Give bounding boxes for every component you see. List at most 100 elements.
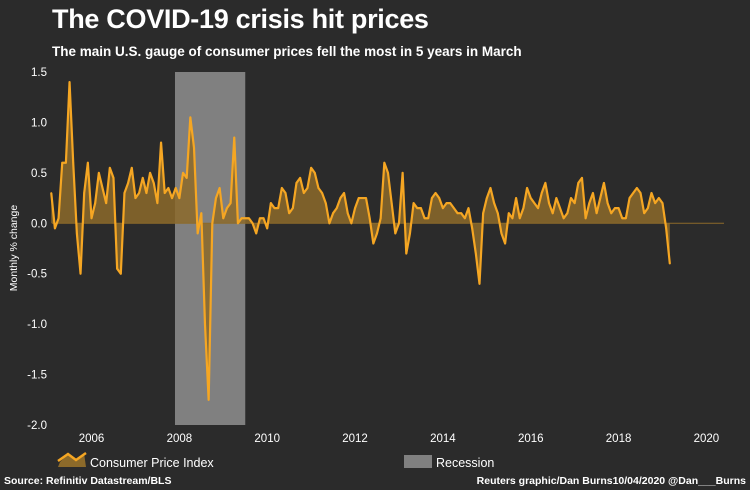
cpi-data-point <box>324 202 327 205</box>
cpi-data-point <box>229 202 232 205</box>
cpi-data-point <box>665 227 668 230</box>
cpi-data-point <box>328 222 331 225</box>
x-axis: 2006 2008 2010 2012 2014 2016 2018 2020 <box>79 433 719 445</box>
y-tick-label: -0.5 <box>27 269 47 281</box>
cpi-data-point <box>339 197 342 199</box>
cpi-data-point <box>266 227 269 230</box>
cpi-data-point <box>244 217 247 220</box>
cpi-data-point <box>540 192 543 194</box>
cpi-data-point <box>248 217 250 220</box>
cpi-data-point <box>398 222 400 225</box>
cpi-data-point <box>507 212 510 215</box>
legend-label-recession: Recession <box>436 456 494 470</box>
legend-swatch-recession <box>404 455 432 468</box>
cpi-data-point <box>361 197 364 199</box>
cpi-data-point <box>478 282 481 285</box>
cpi-data-point <box>482 212 485 215</box>
cpi-data-point <box>544 182 547 184</box>
cpi-data-point <box>431 197 433 199</box>
cpi-data-point <box>438 197 441 199</box>
cpi-data-point <box>145 192 148 194</box>
cpi-data-point <box>592 192 594 194</box>
x-tick-label: 2008 <box>167 433 193 445</box>
cpi-data-point <box>284 192 287 194</box>
cpi-data-point <box>61 161 64 164</box>
cpi-data-point <box>200 212 203 215</box>
cpi-data-point <box>394 232 397 235</box>
cpi-data-point <box>90 217 93 220</box>
cpi-data-point <box>354 207 356 210</box>
cpi-data-point <box>215 197 217 199</box>
x-tick-label: 2020 <box>694 433 720 445</box>
legend: Consumer Price Index Recession <box>57 451 494 470</box>
cpi-data-point <box>310 166 313 169</box>
y-tick-label: 1.5 <box>31 67 47 79</box>
cpi-data-point <box>368 217 371 220</box>
cpi-data-point <box>566 212 569 215</box>
cpi-data-point <box>269 202 272 205</box>
cpi-data-point <box>599 197 602 199</box>
cpi-data-point <box>332 212 334 215</box>
cpi-data-point <box>581 177 583 179</box>
cpi-data-point <box>97 171 100 174</box>
cpi-data-point <box>357 197 360 199</box>
cpi-data-point <box>240 217 243 220</box>
cpi-data-point <box>50 192 53 194</box>
cpi-data-point <box>526 187 528 189</box>
legend-item-cpi: Consumer Price Index <box>57 451 214 470</box>
cpi-line <box>50 80 671 401</box>
cpi-data-point <box>207 398 210 401</box>
cpi-data-point <box>559 207 561 210</box>
cpi-data-point <box>226 207 228 210</box>
cpi-data-point <box>193 146 195 149</box>
cpi-data-point <box>661 202 664 205</box>
y-axis-label: Monthly % change <box>8 205 20 292</box>
x-tick-label: 2016 <box>518 433 544 445</box>
cpi-data-point <box>167 187 170 189</box>
cpi-data-point <box>387 171 389 174</box>
cpi-data-point <box>75 232 78 235</box>
chart-title: The COVID-19 crisis hit prices <box>52 4 429 34</box>
x-tick-label: 2012 <box>342 433 368 445</box>
cpi-data-point <box>646 207 649 210</box>
x-tick-label: 2018 <box>606 433 632 445</box>
y-tick-label: -1.5 <box>27 370 47 382</box>
cpi-data-point <box>343 192 345 194</box>
cpi-data-point <box>409 232 411 235</box>
cpi-data-point <box>251 222 254 225</box>
y-tick-label: -1.0 <box>27 319 47 331</box>
cpi-data-point <box>119 272 122 275</box>
cpi-data-point <box>101 187 104 189</box>
cpi-data-point <box>185 177 188 179</box>
cpi-data-point <box>255 232 258 235</box>
y-axis: 1.5 1.0 0.5 0.0 -0.5 -1.0 -1.5 -2.0 <box>27 67 47 432</box>
cpi-data-point <box>412 202 415 205</box>
cpi-data-point <box>182 171 184 174</box>
cpi-data-point <box>537 207 539 210</box>
cpi-data-point <box>529 197 532 199</box>
source-note: Source: Refinitiv Datastream/BLS <box>4 475 172 487</box>
cpi-data-point <box>551 212 554 215</box>
cpi-data-point <box>471 227 474 230</box>
cpi-data-point <box>420 207 422 210</box>
cpi-data-point <box>515 197 517 199</box>
cpi-data-point <box>496 212 499 215</box>
chart-subtitle: The main U.S. gauge of consumer prices f… <box>52 44 522 59</box>
cpi-data-point <box>441 207 444 210</box>
cpi-data-point <box>372 242 375 245</box>
cpi-data-point <box>204 323 206 326</box>
cpi-data-point <box>379 217 382 220</box>
cpi-data-point <box>606 202 609 205</box>
cpi-data-point <box>463 217 466 220</box>
cpi-data-point <box>196 232 199 235</box>
cpi-data-point <box>628 197 631 199</box>
cpi-data-point <box>141 177 144 179</box>
cpi-data-point <box>127 182 130 184</box>
cpi-data-point <box>68 81 71 83</box>
cpi-data-point <box>306 187 309 189</box>
cpi-data-point <box>83 192 86 194</box>
cpi-data-point <box>163 192 166 194</box>
y-tick-label: 0.0 <box>31 218 47 230</box>
cpi-data-point <box>156 202 159 205</box>
cpi-data-point <box>222 217 225 220</box>
